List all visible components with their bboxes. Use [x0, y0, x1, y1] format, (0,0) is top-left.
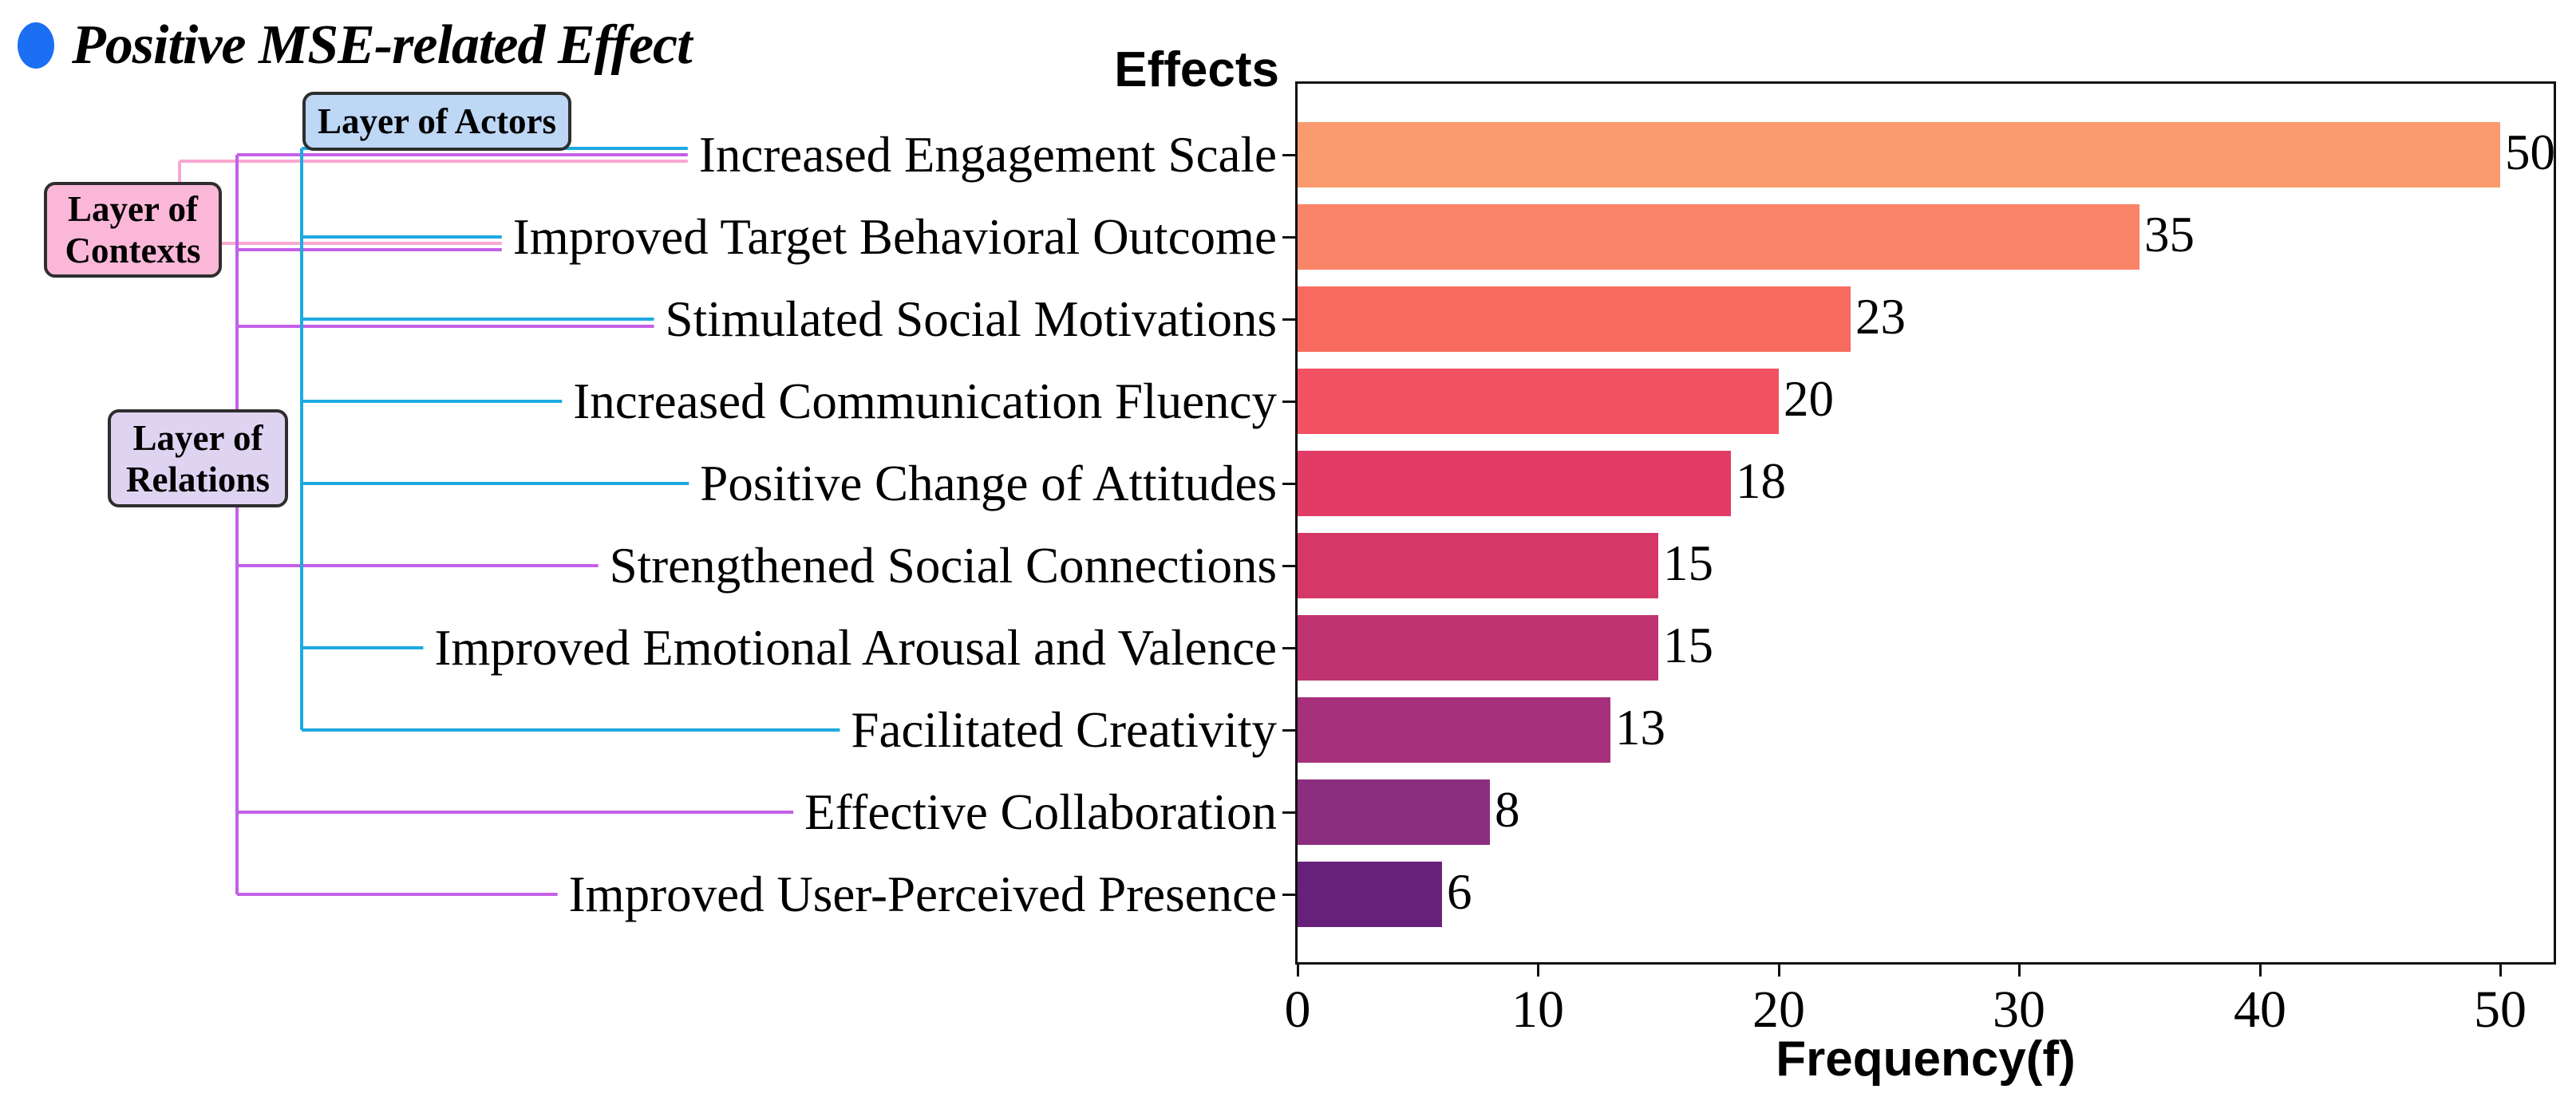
bar-value-label: 15 — [1663, 535, 1713, 591]
y-tick — [1282, 647, 1295, 649]
bar-value-label: 8 — [1495, 781, 1520, 838]
bar — [1298, 697, 1610, 763]
y-tick — [1282, 729, 1295, 732]
plot-area — [1295, 81, 2556, 965]
x-tick-label: 40 — [2234, 981, 2286, 1039]
bar — [1298, 451, 1731, 516]
bar — [1298, 862, 1442, 927]
x-tick — [1778, 965, 1780, 977]
x-tick-label: 30 — [1993, 981, 2045, 1039]
category-label: Improved User-Perceived Presence — [568, 866, 1277, 922]
category-label: Increased Communication Fluency — [573, 373, 1277, 429]
x-tick — [2259, 965, 2262, 977]
category-label: Positive Change of Attitudes — [700, 455, 1277, 511]
bar — [1298, 615, 1658, 681]
x-tick-label: 10 — [1511, 981, 1564, 1039]
y-tick — [1282, 894, 1295, 896]
y-axis-title: Effects — [1114, 42, 1279, 97]
layer-box-actors-label: Layer of Actors — [317, 101, 557, 141]
x-tick — [1537, 965, 1539, 977]
category-label: Effective Collaboration — [804, 783, 1277, 840]
y-tick — [1282, 483, 1295, 485]
category-label: Improved Emotional Arousal and Valence — [434, 619, 1277, 676]
category-label: Stimulated Social Motivations — [665, 290, 1277, 347]
layer-box-contexts: Layer of Contexts — [44, 182, 222, 278]
bar — [1298, 122, 2500, 187]
category-label: Facilitated Creativity — [851, 701, 1277, 758]
bar-value-label: 13 — [1615, 699, 1665, 756]
bar — [1298, 369, 1779, 434]
x-tick — [2499, 965, 2502, 977]
layer-box-actors: Layer of Actors — [302, 92, 571, 151]
figure-title: Positive MSE-related Effect — [18, 14, 693, 76]
y-tick — [1282, 236, 1295, 239]
x-axis-title: Frequency(f) — [1776, 1032, 2076, 1087]
bar-value-label: 50 — [2505, 124, 2555, 180]
layer-box-relations-label-line2: Relations — [126, 459, 270, 499]
bar-value-label: 20 — [1784, 370, 1834, 427]
layer-box-contexts-label-line2: Contexts — [65, 231, 201, 270]
bar-value-label: 6 — [1447, 863, 1472, 920]
category-label: Increased Engagement Scale — [698, 126, 1277, 183]
bar-value-label: 18 — [1736, 452, 1786, 509]
x-tick-label: 0 — [1284, 981, 1311, 1039]
bar — [1298, 204, 2139, 270]
bar-value-label: 23 — [1855, 288, 1906, 345]
x-tick-label: 20 — [1752, 981, 1805, 1039]
bullet-icon — [18, 22, 54, 69]
layer-box-relations: Layer of Relations — [108, 409, 288, 507]
y-tick — [1282, 318, 1295, 321]
y-tick — [1282, 811, 1295, 814]
category-label: Strengthened Social Connections — [609, 537, 1277, 594]
x-tick — [2018, 965, 2021, 977]
layer-box-contexts-label-line1: Layer of — [68, 189, 198, 229]
y-tick — [1282, 154, 1295, 156]
x-tick-label: 50 — [2474, 981, 2527, 1039]
bar-value-label: 15 — [1663, 617, 1713, 673]
bar-value-label: 35 — [2144, 206, 2195, 262]
y-tick — [1282, 565, 1295, 567]
y-tick — [1282, 401, 1295, 403]
layer-box-relations-label-line1: Layer of — [132, 417, 263, 458]
bar — [1298, 533, 1658, 598]
figure-title-text: Positive MSE-related Effect — [72, 14, 693, 76]
x-tick — [1297, 965, 1299, 977]
bar — [1298, 286, 1851, 352]
category-label: Improved Target Behavioral Outcome — [512, 208, 1277, 265]
bar — [1298, 779, 1490, 845]
